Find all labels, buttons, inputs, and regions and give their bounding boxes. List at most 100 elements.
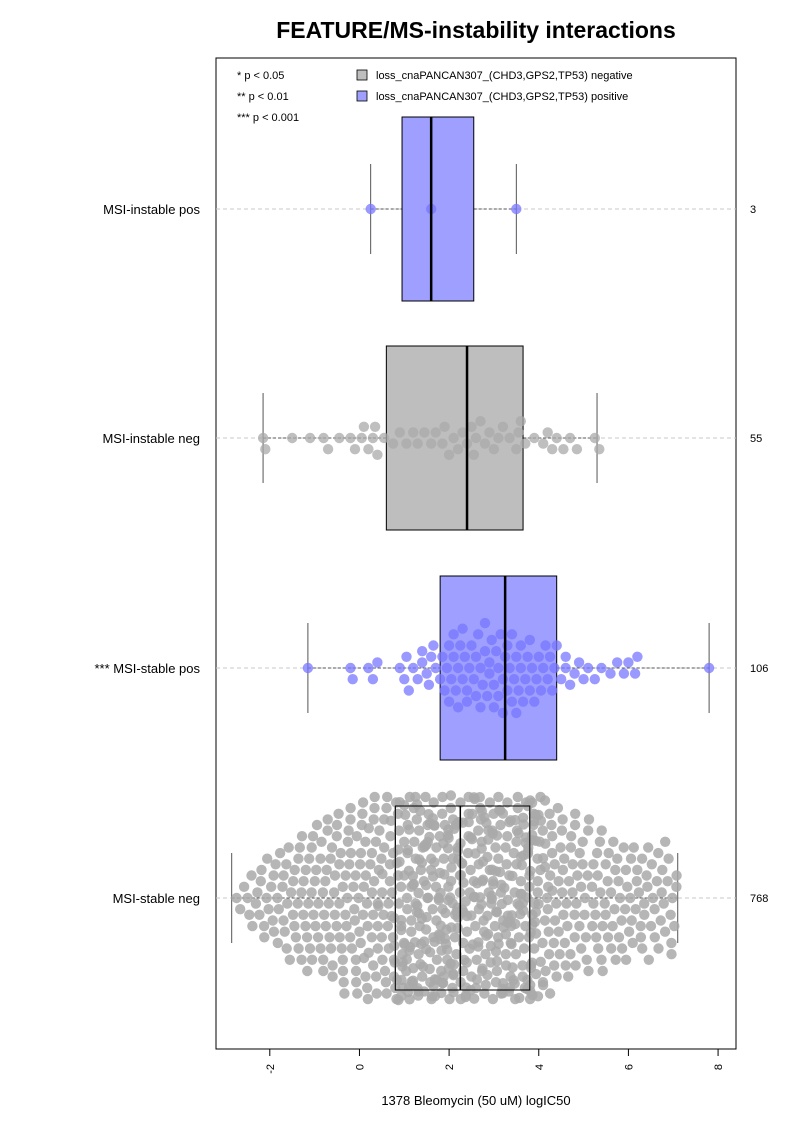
data-point <box>531 674 541 684</box>
data-point <box>345 433 355 443</box>
data-point <box>278 870 288 880</box>
data-point <box>478 875 488 885</box>
data-point <box>484 657 494 667</box>
data-point <box>364 948 374 958</box>
data-point <box>492 966 502 976</box>
data-point <box>495 820 505 830</box>
data-point <box>308 831 318 841</box>
data-point <box>372 988 382 998</box>
data-point <box>570 960 580 970</box>
data-point <box>657 887 667 897</box>
data-point <box>530 917 540 927</box>
data-point <box>367 932 377 942</box>
data-point <box>601 859 611 869</box>
data-point <box>342 893 352 903</box>
data-point <box>588 859 598 869</box>
data-point <box>373 943 383 953</box>
data-point <box>280 927 290 937</box>
data-point <box>596 955 606 965</box>
data-point <box>316 837 326 847</box>
data-point <box>483 929 493 939</box>
x-axis-label: 1378 Bleomycin (50 uM) logIC50 <box>381 1093 570 1108</box>
data-point <box>401 652 411 662</box>
data-point <box>520 438 530 448</box>
data-point <box>544 927 554 937</box>
data-point <box>311 865 321 875</box>
group-count: 106 <box>750 663 768 675</box>
data-point <box>338 966 348 976</box>
data-point <box>536 957 546 967</box>
data-point <box>581 932 591 942</box>
data-point <box>625 893 635 903</box>
data-point <box>475 416 485 426</box>
data-point <box>657 865 667 875</box>
data-point <box>551 971 561 981</box>
data-point <box>278 915 288 925</box>
data-point <box>448 629 458 639</box>
data-point <box>543 904 553 914</box>
data-point <box>319 910 329 920</box>
data-point <box>617 943 627 953</box>
data-point <box>305 943 315 953</box>
data-point <box>421 880 431 890</box>
data-point <box>639 898 649 908</box>
data-point <box>556 674 566 684</box>
data-point <box>570 932 580 942</box>
data-point <box>561 898 571 908</box>
data-point <box>619 668 629 678</box>
data-point <box>376 854 386 864</box>
data-point <box>370 422 380 432</box>
data-point <box>583 966 593 976</box>
data-point <box>406 927 416 937</box>
data-point <box>552 433 562 443</box>
data-point <box>334 433 344 443</box>
data-point <box>562 921 572 931</box>
data-point <box>368 910 378 920</box>
data-point <box>577 859 587 869</box>
data-point <box>637 943 647 953</box>
data-point <box>363 444 373 454</box>
group-0: MSI-instable pos 3 <box>103 117 756 301</box>
data-point <box>324 898 334 908</box>
data-point <box>587 921 597 931</box>
data-point <box>644 955 654 965</box>
data-point <box>372 657 382 667</box>
data-point <box>525 635 535 645</box>
data-point <box>373 901 383 911</box>
data-point <box>501 859 511 869</box>
data-point <box>321 921 331 931</box>
data-point <box>669 921 679 931</box>
data-point <box>457 624 467 634</box>
data-point <box>596 663 606 673</box>
data-point <box>323 444 333 454</box>
data-point <box>498 674 508 684</box>
data-point <box>261 893 271 903</box>
data-point <box>352 831 362 841</box>
data-point <box>471 652 481 662</box>
data-point <box>417 858 427 868</box>
data-point <box>401 438 411 448</box>
significance-legend-item: *** p < 0.001 <box>237 112 299 124</box>
data-point <box>605 668 615 678</box>
data-point <box>560 938 570 948</box>
data-point <box>396 915 406 925</box>
data-point <box>295 842 305 852</box>
data-point <box>663 854 673 864</box>
data-point <box>313 932 323 942</box>
data-point <box>555 842 565 852</box>
data-point <box>364 823 374 833</box>
data-point <box>475 792 485 802</box>
data-point <box>533 991 543 1001</box>
data-point <box>356 848 366 858</box>
data-point <box>557 887 567 897</box>
data-point <box>380 966 390 976</box>
data-point <box>511 837 521 847</box>
data-point <box>549 960 559 970</box>
data-point <box>442 945 452 955</box>
data-point <box>607 921 617 931</box>
data-point <box>396 882 406 892</box>
data-point <box>374 825 384 835</box>
data-point <box>333 809 343 819</box>
data-point <box>482 970 492 980</box>
data-point <box>297 831 307 841</box>
